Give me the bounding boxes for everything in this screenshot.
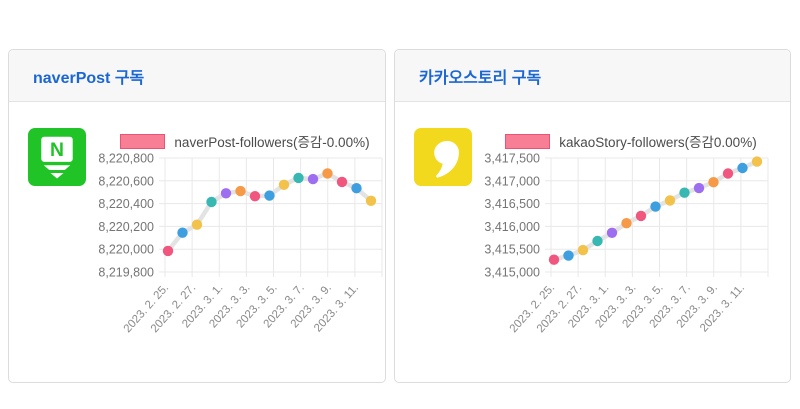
- naverpost-panel: naverPost 구독 N naverPost-followers(증감-0.…: [8, 49, 386, 383]
- naverpost-chart-block: naverPost-followers(증감-0.00%) 8,220,800 8…: [95, 130, 395, 354]
- kakaostory-panel-header: 카카오스토리 구독: [395, 50, 790, 102]
- svg-text:8,220,200: 8,220,200: [98, 220, 154, 234]
- naverpost-panel-body: N naverPost-followers(증감-0.00%) 8,220,80…: [9, 102, 385, 382]
- legend-swatch: [505, 133, 551, 149]
- naverpost-icon: N: [28, 128, 86, 186]
- naverpost-panel-header: naverPost 구독: [9, 50, 385, 102]
- svg-text:3,416,500: 3,416,500: [484, 197, 540, 211]
- svg-text:3,417,500: 3,417,500: [484, 152, 540, 166]
- svg-text:8,220,600: 8,220,600: [98, 174, 154, 188]
- kakaostory-icon: [414, 128, 472, 186]
- svg-text:8,219,800: 8,219,800: [98, 266, 154, 280]
- kakaostory-panel-body: kakaoStory-followers(증감0.00%) 3,417,500 3…: [395, 102, 790, 382]
- svg-text:8,220,000: 8,220,000: [98, 243, 154, 257]
- legend-swatch: [120, 133, 166, 149]
- kakaostory-logo-glyph: [434, 141, 459, 178]
- svg-text:3,415,000: 3,415,000: [484, 266, 540, 280]
- svg-text:N: N: [50, 140, 64, 161]
- svg-text:8,220,400: 8,220,400: [98, 197, 154, 211]
- svg-text:8,220,800: 8,220,800: [98, 152, 154, 166]
- kakaostory-chart-block: kakaoStory-followers(증감0.00%) 3,417,500 3…: [481, 130, 781, 354]
- kakaostory-chart-legend[interactable]: kakaoStory-followers(증감0.00%): [481, 130, 781, 152]
- naverpost-panel-title: naverPost 구독: [33, 69, 145, 87]
- svg-text:3,416,000: 3,416,000: [484, 220, 540, 234]
- legend-label: kakaoStory-followers(증감0.00%): [559, 135, 757, 150]
- kakaostory-followers-chart: 3,417,500 3,417,000 3,416,500 3,416,000 3,41…: [484, 152, 769, 335]
- naverpost-logo-glyph: N: [41, 136, 73, 179]
- naverpost-chart-legend[interactable]: naverPost-followers(증감-0.00%): [95, 130, 395, 152]
- svg-text:3,417,000: 3,417,000: [484, 174, 540, 188]
- svg-text:3,415,500: 3,415,500: [484, 243, 540, 257]
- naverpost-followers-chart: 8,220,800 8,220,600 8,220,400 8,220,200 8,22…: [98, 152, 383, 335]
- legend-label: naverPost-followers(증감-0.00%): [174, 135, 370, 150]
- kakaostory-panel-title: 카카오스토리 구독: [419, 69, 542, 87]
- kakaostory-panel: 카카오스토리 구독 kakaoStory-followers(증감0.00%) …: [394, 49, 791, 383]
